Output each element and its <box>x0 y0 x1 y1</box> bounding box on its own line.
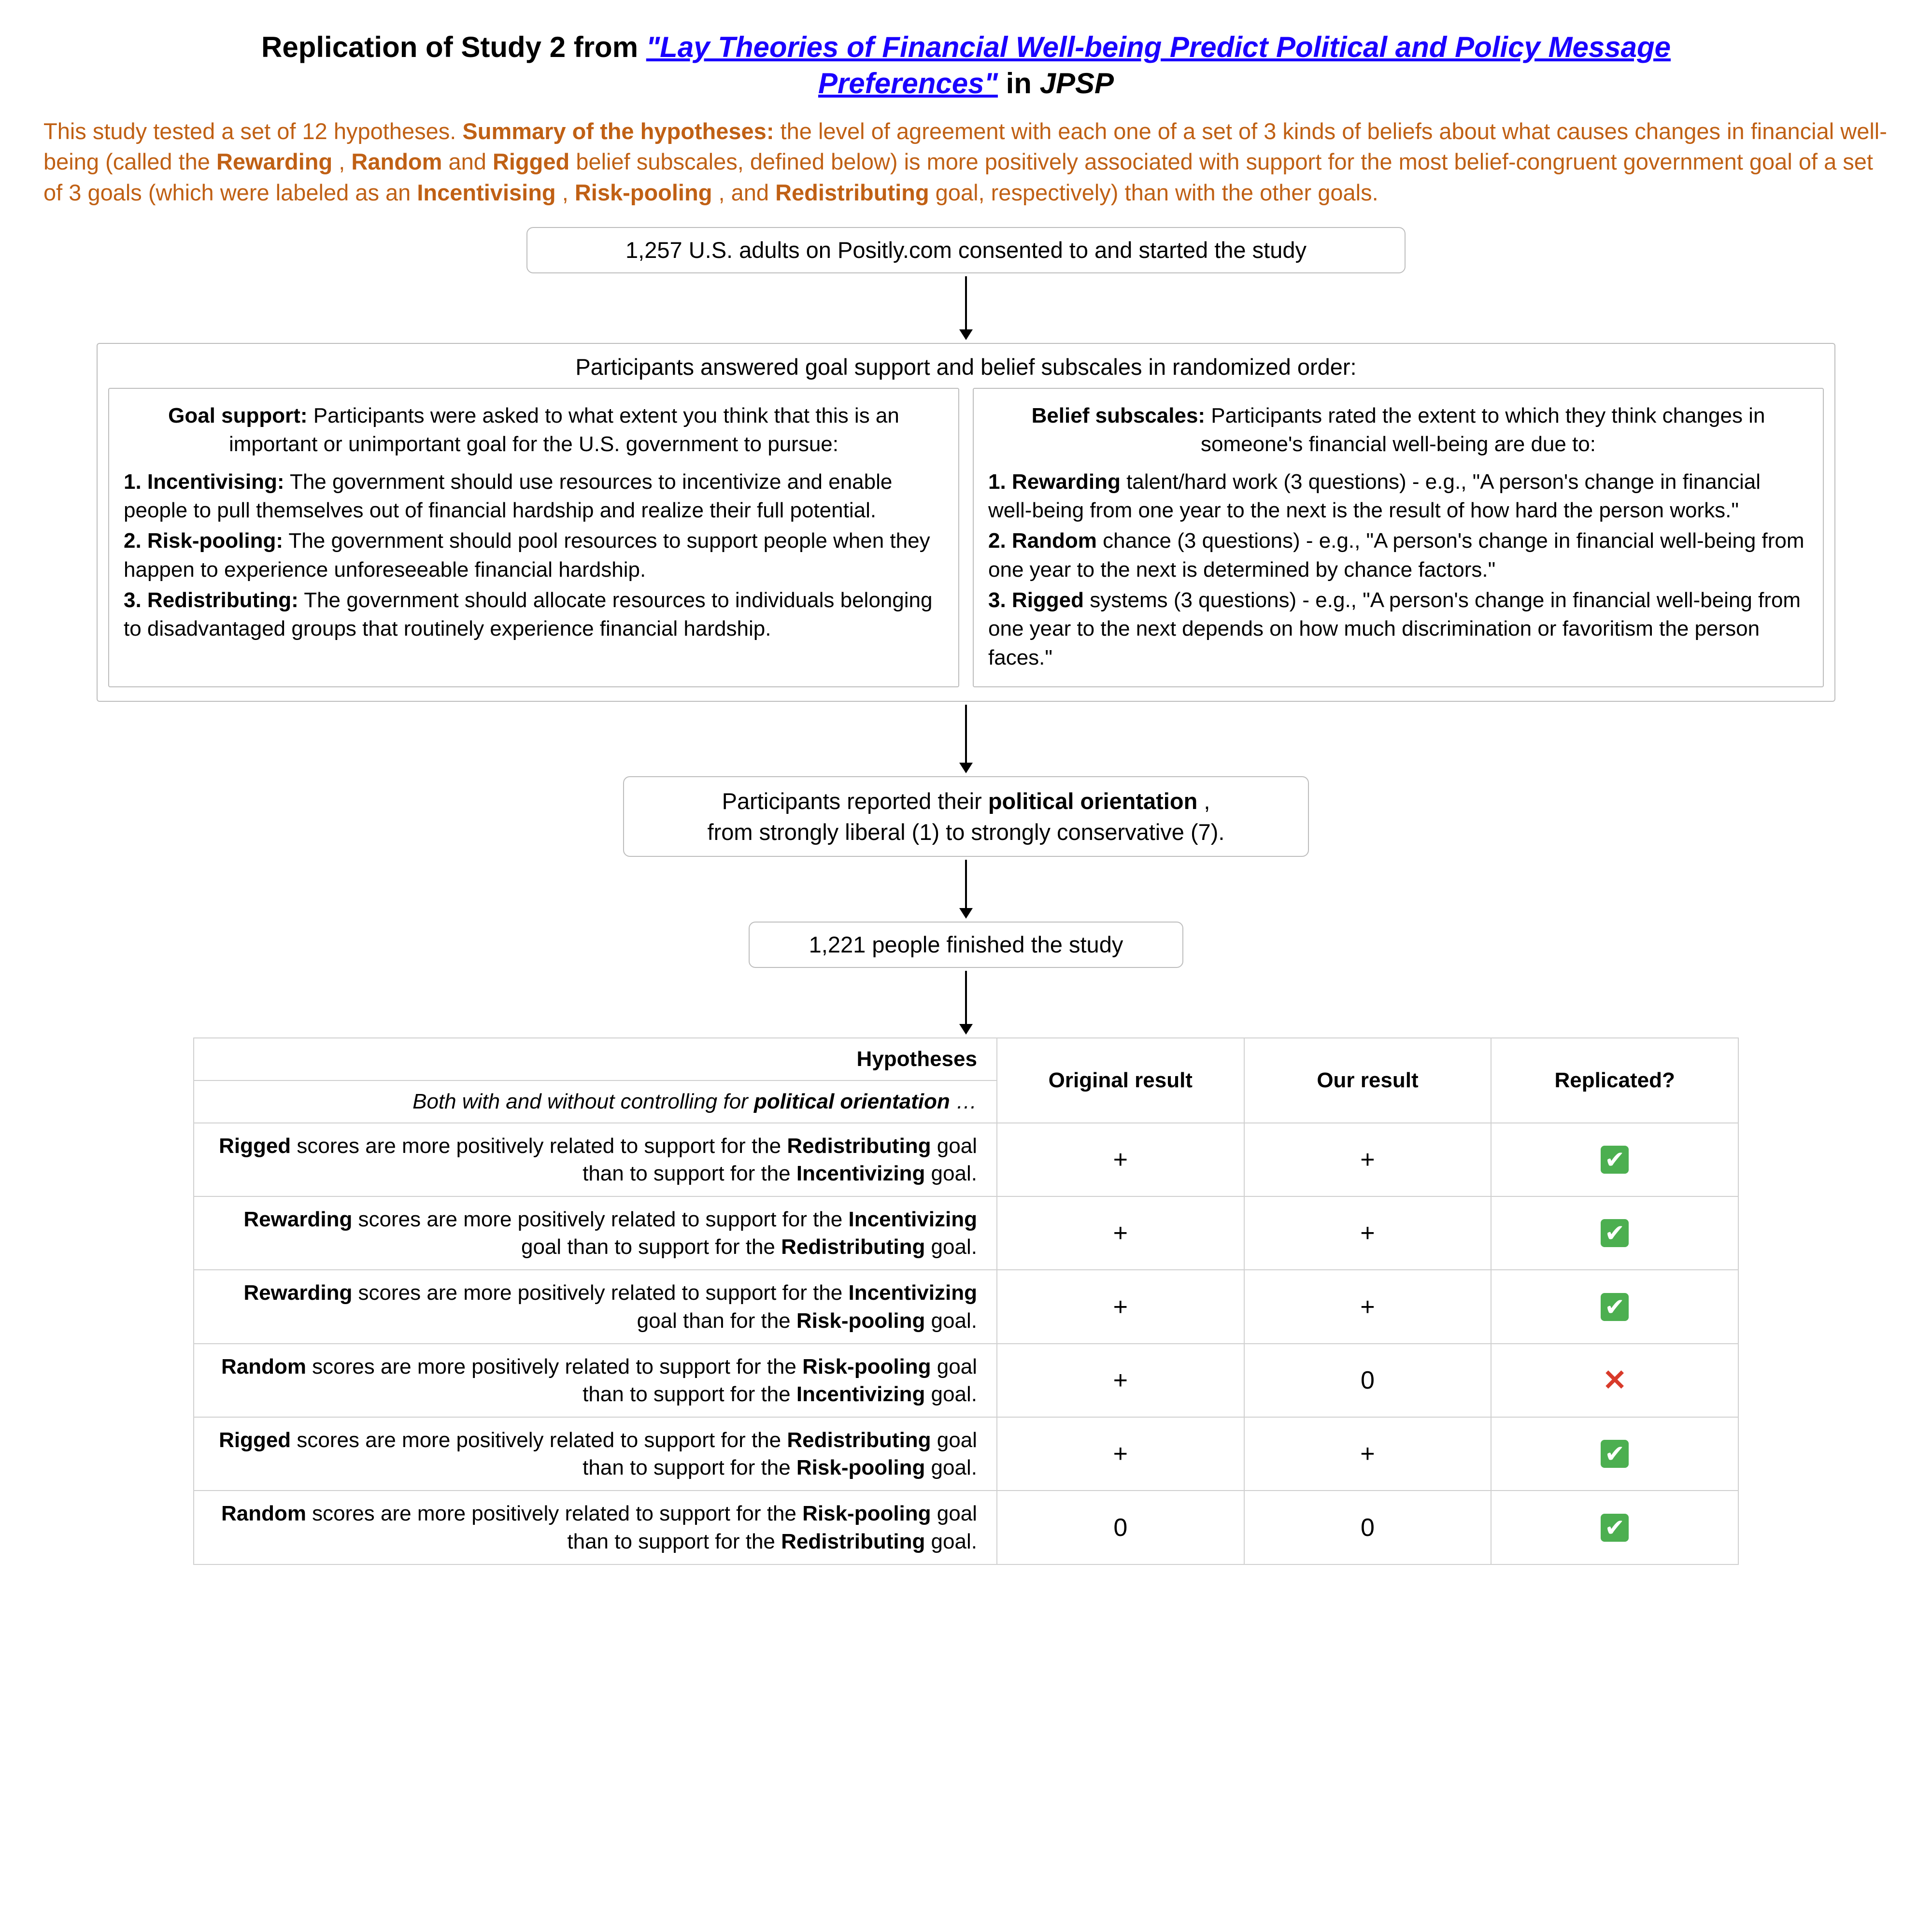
page-title: Replication of Study 2 from "Lay Theorie… <box>169 29 1763 101</box>
our-result-cell: + <box>1244 1196 1492 1270</box>
hypothesis-cell: Random scores are more positively relate… <box>194 1344 997 1417</box>
replicated-cell: ✔ <box>1491 1196 1738 1270</box>
goal-i1-b: 1. Incentivising: <box>124 470 284 494</box>
flow-step-political: Participants reported their political or… <box>623 776 1309 857</box>
col-hypotheses: Hypotheses <box>194 1038 997 1080</box>
our-result-cell: + <box>1244 1417 1492 1491</box>
replicated-cell: ✔ <box>1491 1491 1738 1564</box>
replicated-cell: ✕ <box>1491 1344 1738 1417</box>
step3-d: from strongly liberal (1) to strongly co… <box>708 819 1225 845</box>
step3-c: , <box>1204 788 1210 814</box>
summary-b3: Rigged <box>493 149 569 174</box>
goal-hdr-rest: Participants were asked to what extent y… <box>229 404 899 456</box>
subpanel-goal-support: Goal support: Participants were asked to… <box>108 388 959 688</box>
title-journal: JPSP <box>1040 67 1114 99</box>
col-our: Our result <box>1244 1038 1492 1123</box>
title-post-in: in <box>1006 67 1040 99</box>
summary-b1: Rewarding <box>216 149 332 174</box>
col-replicated: Replicated? <box>1491 1038 1738 1123</box>
table-row: Random scores are more positively relate… <box>194 1491 1738 1564</box>
table-row: Rigged scores are more positively relate… <box>194 1123 1738 1196</box>
paper-link[interactable]: "Lay Theories of Financial Well-being Pr… <box>646 31 1671 99</box>
our-result-cell: + <box>1244 1123 1492 1196</box>
our-result-cell: 0 <box>1244 1491 1492 1564</box>
flow-panel-randomized: Participants answered goal support and b… <box>97 343 1835 702</box>
check-icon: ✔ <box>1601 1440 1629 1468</box>
col-original: Original result <box>997 1038 1244 1123</box>
belief-hdr-b: Belief subscales: <box>1032 404 1206 427</box>
goal-i2-b: 2. Risk-pooling: <box>124 529 283 553</box>
table-row: Rewarding scores are more positively rel… <box>194 1196 1738 1270</box>
table-row: Rigged scores are more positively relate… <box>194 1417 1738 1491</box>
goal-hdr-b: Goal support: <box>168 404 307 427</box>
arrow-icon <box>959 971 973 1035</box>
flowchart: 1,257 U.S. adults on Positly.com consent… <box>43 227 1889 1565</box>
belief-i3-b: 3. Rigged <box>988 588 1084 612</box>
summary-b5: Risk-pooling <box>575 180 712 205</box>
check-icon: ✔ <box>1601 1146 1629 1174</box>
table-row: Random scores are more positively relate… <box>194 1344 1738 1417</box>
panel-title: Participants answered goal support and b… <box>108 354 1824 380</box>
summary-s8: , and <box>718 180 775 205</box>
hypothesis-cell: Rigged scores are more positively relate… <box>194 1417 997 1491</box>
summary-paragraph: This study tested a set of 12 hypotheses… <box>43 116 1889 208</box>
our-result-cell: 0 <box>1244 1344 1492 1417</box>
replicated-cell: ✔ <box>1491 1123 1738 1196</box>
subpanel-belief: Belief subscales: Participants rated the… <box>973 388 1824 688</box>
our-result-cell: + <box>1244 1270 1492 1343</box>
flow-step-consent: 1,257 U.S. adults on Positly.com consent… <box>526 227 1406 273</box>
original-result-cell: + <box>997 1270 1244 1343</box>
summary-s1: This study tested a set of 12 hypotheses… <box>43 118 462 144</box>
summary-s7: , <box>562 180 575 205</box>
belief-i3: systems (3 questions) - e.g., "A person'… <box>988 588 1801 669</box>
original-result-cell: + <box>997 1417 1244 1491</box>
check-icon: ✔ <box>1601 1514 1629 1542</box>
title-pre: Replication of Study 2 from <box>261 31 646 63</box>
arrow-icon <box>959 705 973 773</box>
belief-i2: chance (3 questions) - e.g., "A person's… <box>988 529 1804 581</box>
results-table: Hypotheses Original result Our result Re… <box>193 1037 1739 1565</box>
hypothesis-cell: Rewarding scores are more positively rel… <box>194 1196 997 1270</box>
step3-a: Participants reported their <box>722 788 988 814</box>
replicated-cell: ✔ <box>1491 1270 1738 1343</box>
summary-s2: Summary of the hypotheses: <box>462 118 774 144</box>
cross-icon: ✕ <box>1603 1364 1627 1396</box>
hypothesis-cell: Rigged scores are more positively relate… <box>194 1123 997 1196</box>
arrow-icon <box>959 860 973 919</box>
page-root: Replication of Study 2 from "Lay Theorie… <box>0 0 1932 1565</box>
goal-i3-b: 3. Redistributing: <box>124 588 298 612</box>
arrow-icon <box>959 276 973 340</box>
table-row: Rewarding scores are more positively rel… <box>194 1270 1738 1343</box>
replicated-cell: ✔ <box>1491 1417 1738 1491</box>
original-result-cell: + <box>997 1123 1244 1196</box>
summary-b2: Random <box>351 149 442 174</box>
check-icon: ✔ <box>1601 1219 1629 1247</box>
sub-b: political orientation <box>754 1090 950 1113</box>
step3-b: political orientation <box>988 788 1197 814</box>
summary-b4: Incentivising <box>417 180 555 205</box>
original-result-cell: + <box>997 1344 1244 1417</box>
check-icon: ✔ <box>1601 1293 1629 1321</box>
belief-i1-b: 1. Rewarding <box>988 470 1121 494</box>
sub-a: Both with and without controlling for <box>412 1090 754 1113</box>
summary-b6: Redistributing <box>775 180 929 205</box>
belief-hdr-rest: Participants rated the extent to which t… <box>1201 404 1765 456</box>
hypothesis-cell: Random scores are more positively relate… <box>194 1491 997 1564</box>
original-result-cell: + <box>997 1196 1244 1270</box>
summary-s4: , <box>339 149 351 174</box>
summary-s9: goal, respectively) than with the other … <box>936 180 1378 205</box>
col-hyp-sub: Both with and without controlling for po… <box>194 1080 997 1123</box>
belief-i2-b: 2. Random <box>988 529 1097 553</box>
summary-s5: and <box>448 149 492 174</box>
original-result-cell: 0 <box>997 1491 1244 1564</box>
sub-c: … <box>956 1090 977 1113</box>
hypothesis-cell: Rewarding scores are more positively rel… <box>194 1270 997 1343</box>
flow-step-finished: 1,221 people finished the study <box>749 922 1183 967</box>
